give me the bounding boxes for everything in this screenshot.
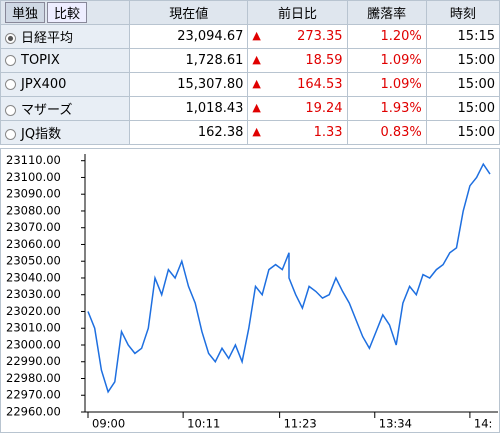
- cell-text: 15,307.80: [177, 77, 244, 92]
- radio[interactable]: [5, 55, 16, 66]
- cell: 15:00: [425, 48, 500, 73]
- cell-text: 15:15: [457, 29, 495, 44]
- cell-text: 18.59: [305, 53, 343, 68]
- cell: 15:00: [425, 72, 500, 97]
- cell-text: TOPIX: [21, 53, 60, 68]
- radio[interactable]: [5, 33, 16, 44]
- up-arrow: ▲: [252, 125, 261, 138]
- cell-text: 23,094.67: [177, 29, 244, 44]
- cell: 1,018.43: [128, 96, 249, 121]
- y-tick-label: 22980.00: [6, 371, 61, 385]
- x-tick-label: 11:23: [284, 417, 317, 431]
- cell: 1,728.61: [128, 48, 249, 73]
- quote-row[interactable]: JPX400 15,307.80 ▲ 164.53 1.09% 15:00: [0, 72, 500, 97]
- cell-text: 1.09%: [380, 77, 422, 92]
- y-tick-label: 22990.00: [6, 354, 61, 368]
- y-tick-label: 23110.00: [6, 153, 61, 167]
- up-arrow: ▲: [252, 77, 261, 90]
- price-line: [87, 162, 491, 394]
- y-tick-label: 23100.00: [6, 170, 61, 184]
- radio[interactable]: [5, 129, 16, 140]
- cell: ▲ 1.33: [247, 120, 348, 145]
- up-arrow: ▲: [252, 29, 261, 42]
- tab-cell: 単独 比較: [0, 0, 130, 25]
- cell-text: 1,728.61: [185, 53, 244, 68]
- x-tick-label: 09:00: [92, 417, 125, 431]
- y-tick-label: 23050.00: [6, 254, 61, 268]
- quote-row[interactable]: マザーズ 1,018.43 ▲ 19.24 1.93% 15:00: [0, 96, 500, 121]
- y-tick-label: 23000.00: [6, 337, 61, 351]
- cell-text: 273.35: [297, 29, 343, 44]
- cell: マザーズ: [0, 96, 130, 121]
- y-tick-label: 23080.00: [6, 203, 61, 217]
- cell: 15,307.80: [128, 72, 249, 97]
- cell: 15:15: [425, 24, 500, 49]
- cell: 日経平均: [0, 24, 130, 49]
- chart: 22960.00 22970.00 22980.00 22990.00 23000.00…: [0, 148, 500, 433]
- cell: ▲ 164.53: [247, 72, 348, 97]
- x-tick-label: 10:11: [187, 417, 220, 431]
- quote-table: 単独 比較 現在値 前日比 騰落率 時刻 日経平均 23,094.67 ▲ 273.35…: [0, 0, 500, 145]
- y-tick-label: 23060.00: [6, 237, 61, 251]
- x-tick-label: 14:: [474, 417, 493, 431]
- quote-row[interactable]: TOPIX 1,728.61 ▲ 18.59 1.09% 15:00: [0, 48, 500, 73]
- cell: ▲ 18.59: [247, 48, 348, 73]
- y-tick-label: 23010.00: [6, 321, 61, 335]
- cell-text: 15:00: [457, 101, 495, 116]
- cell: TOPIX: [0, 48, 130, 73]
- y-tick-label: 23020.00: [6, 304, 61, 318]
- header: 騰落率: [346, 0, 427, 25]
- radio[interactable]: [5, 79, 16, 90]
- cell-text: 19.24: [305, 101, 343, 116]
- cell-text: 1.93%: [380, 101, 422, 116]
- y-tick-label: 23070.00: [6, 220, 61, 234]
- cell: ▲ 273.35: [247, 24, 348, 49]
- y-tick-label: 23040.00: [6, 270, 61, 284]
- cell: JQ指数: [0, 120, 130, 145]
- cell: 1.09%: [346, 72, 427, 97]
- cell-text: 1.33: [313, 125, 343, 140]
- y-tick-label: 22960.00: [6, 405, 61, 419]
- quote-row[interactable]: JQ指数 162.38 ▲ 1.33 0.83% 15:00: [0, 120, 500, 145]
- cell-text: 1.09%: [380, 53, 422, 68]
- radio[interactable]: [5, 105, 16, 116]
- header: 前日比: [247, 0, 348, 25]
- cell-text: JQ指数: [21, 127, 62, 142]
- chart-frame: [0, 148, 500, 433]
- y-tick-label: 23030.00: [6, 287, 61, 301]
- cell-text: 164.53: [297, 77, 343, 92]
- cell: JPX400: [0, 72, 130, 97]
- tab[interactable]: 単独: [5, 2, 46, 23]
- cell: 23,094.67: [128, 24, 249, 49]
- cell-text: 1.20%: [380, 29, 422, 44]
- y-tick-label: 22970.00: [6, 388, 61, 402]
- cell-text: 15:00: [457, 125, 495, 140]
- up-arrow: ▲: [252, 53, 261, 66]
- cell: 1.20%: [346, 24, 427, 49]
- cell: 1.09%: [346, 48, 427, 73]
- cell-text: 日経平均: [21, 31, 74, 46]
- cell-text: 162.38: [197, 125, 244, 140]
- up-arrow: ▲: [252, 101, 261, 114]
- header: 現在値: [128, 0, 249, 25]
- cell: 162.38: [128, 120, 249, 145]
- cell-text: 15:00: [457, 77, 495, 92]
- header: 時刻: [425, 0, 500, 25]
- cell: ▲ 19.24: [247, 96, 348, 121]
- cell-text: JPX400: [21, 77, 67, 92]
- cell: 1.93%: [346, 96, 427, 121]
- cell-text: 15:00: [457, 53, 495, 68]
- quote-row[interactable]: 日経平均 23,094.67 ▲ 273.35 1.20% 15:15: [0, 24, 500, 49]
- cell-text: 1,018.43: [185, 101, 244, 116]
- cell-text: 0.83%: [380, 125, 422, 140]
- y-tick-label: 23090.00: [6, 187, 61, 201]
- cell: 15:00: [425, 120, 500, 145]
- cell: 15:00: [425, 96, 500, 121]
- x-tick-label: 13:34: [379, 417, 412, 431]
- cell: 0.83%: [346, 120, 427, 145]
- tab[interactable]: 比較: [47, 2, 88, 23]
- cell-text: マザーズ: [21, 103, 73, 118]
